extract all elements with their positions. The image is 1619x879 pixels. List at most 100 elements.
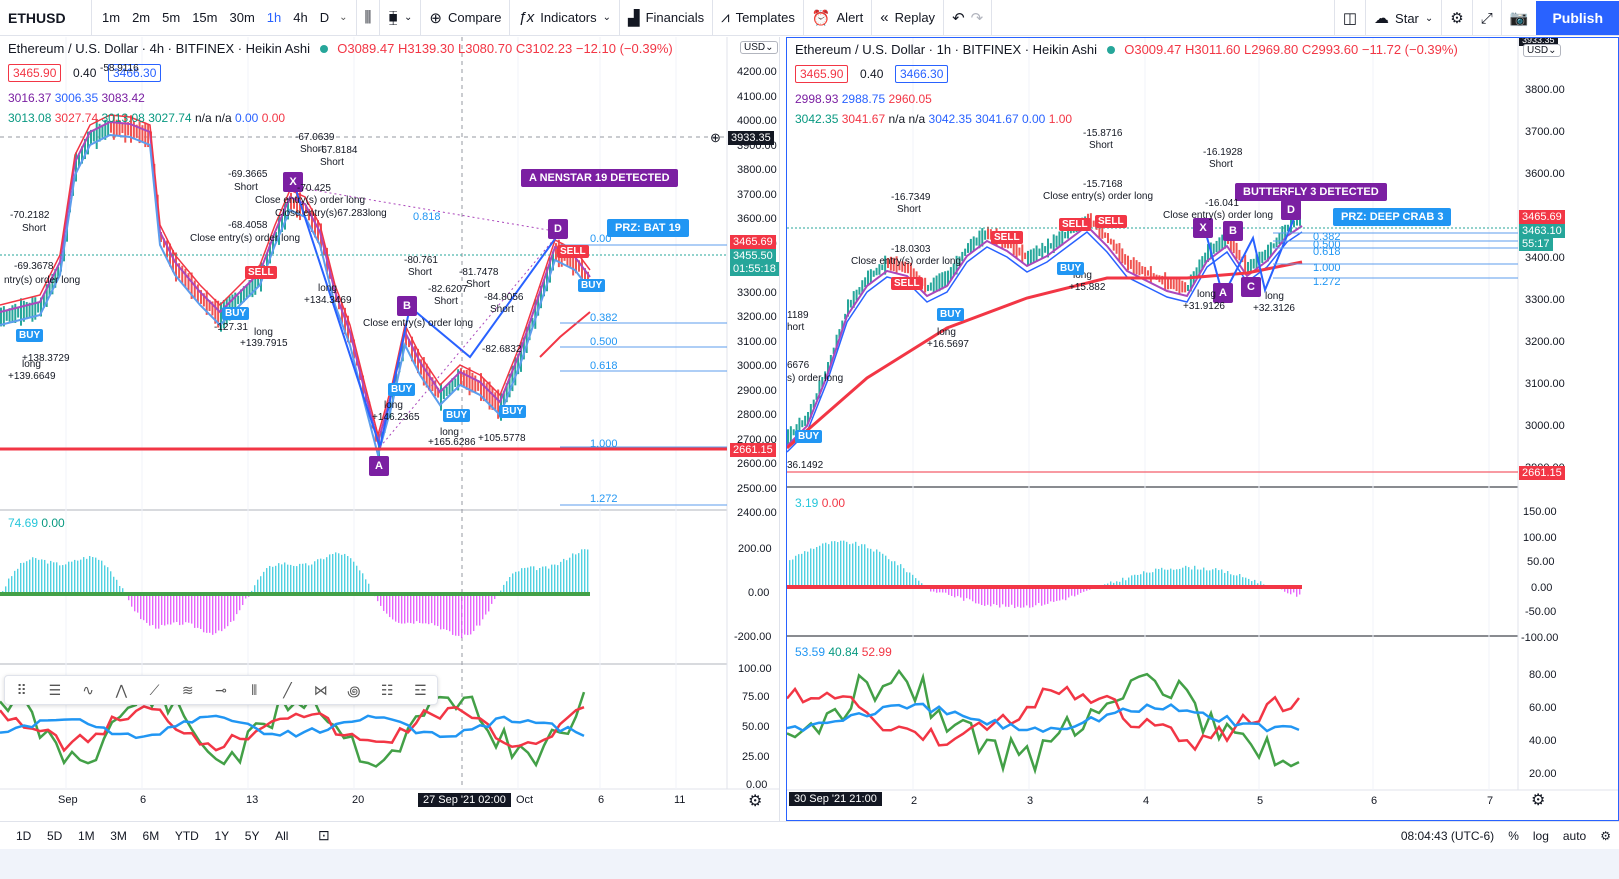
candle (815, 393, 818, 400)
right-buy-price[interactable]: 3466.30 (895, 65, 949, 83)
histogram-bar (825, 542, 827, 587)
log-toggle[interactable]: log (1532, 828, 1549, 843)
fullscreen-button[interactable]: ⤢ (1471, 0, 1501, 36)
symbol-search[interactable]: ETHUSD (0, 0, 92, 36)
histogram-bar (146, 594, 148, 623)
candle (31, 296, 34, 322)
histogram-bar (434, 594, 436, 626)
percent-toggle[interactable]: % (1508, 828, 1519, 843)
candle (1169, 278, 1172, 289)
alert-button[interactable]: ⏰ Alert (804, 0, 873, 36)
histogram-bar (485, 594, 487, 615)
candle (1152, 273, 1155, 279)
tf-1m[interactable]: 1m (102, 9, 121, 25)
replay-button[interactable]: « Replay (872, 0, 945, 36)
range-1Y[interactable]: 1Y (214, 829, 230, 843)
right-chart-pane[interactable]: Ethereum / U.S. Dollar · 1h · BITFINEX ·… (786, 37, 1619, 821)
range-1M[interactable]: 1M (77, 829, 95, 843)
left-chart-canvas[interactable] (0, 37, 780, 821)
histogram-bar (963, 587, 965, 601)
range-YTD[interactable]: YTD (174, 829, 199, 843)
histogram-bar (1290, 587, 1292, 595)
left-sell-price[interactable]: 3465.90 (8, 64, 62, 82)
vertical-lines-icon[interactable]: ⦀ (251, 681, 258, 698)
fib-icon[interactable]: ☷ (380, 681, 394, 698)
candle (875, 267, 878, 276)
chart-type-candles-button[interactable]: ⧯ ⌄ (380, 0, 422, 36)
drag-handle-icon[interactable]: ⠿ (16, 681, 27, 698)
range-3M[interactable]: 3M (110, 829, 127, 843)
right-currency-selector[interactable]: USD⌄ (1523, 44, 1561, 57)
ind2-v7: 0.00 (235, 111, 259, 125)
left-buy-price[interactable]: 3466.30 (108, 64, 162, 82)
left-axis-settings-icon[interactable]: ⚙ (748, 793, 763, 810)
tf-2m[interactable]: 2m (132, 9, 151, 25)
right-sell-price[interactable]: 3465.90 (795, 65, 849, 83)
tf-15m[interactable]: 15m (192, 9, 218, 25)
tf-4h[interactable]: 4h (293, 9, 308, 25)
financials-button[interactable]: ▟ Financials (620, 0, 714, 36)
fib-ext-icon[interactable]: ☲ (414, 681, 427, 698)
ray-icon[interactable]: ╱ (283, 681, 292, 698)
settings-gear-icon[interactable]: ⚙ (1600, 828, 1611, 843)
wave-15-icon[interactable]: ∿ (82, 681, 94, 698)
left-chart-pane[interactable]: Ethereum / U.S. Dollar · 4h · BITFINEX ·… (0, 37, 780, 821)
settings-button[interactable]: ⚙ (1441, 0, 1471, 36)
range-All[interactable]: All (275, 829, 289, 843)
horizontal-ray-icon[interactable]: ⊸ (215, 681, 227, 698)
trend-line-icon[interactable]: ⟋ (149, 681, 160, 698)
templates-button[interactable]: ⩘ Templates (713, 0, 804, 36)
layout-button[interactable]: ◫ (1333, 0, 1365, 36)
candle (2, 306, 5, 327)
candle (514, 357, 517, 386)
range-6M[interactable]: 6M (142, 829, 160, 843)
histogram-bar (1296, 587, 1298, 597)
annotation: ntry(s) order long (4, 275, 81, 286)
indicators-button[interactable]: ƒx Indicators ⌄ (510, 0, 621, 36)
channel-icon[interactable]: ≋ (181, 681, 194, 698)
chevron-down-icon[interactable]: ⌄ (339, 11, 348, 23)
candle (305, 204, 307, 214)
tf-1h[interactable]: 1h (266, 9, 282, 25)
tf-30m[interactable]: 30m (229, 9, 255, 25)
compare-button[interactable]: ⊕ Compare (421, 0, 511, 36)
ind2-v6: n/a (214, 111, 232, 125)
publish-button[interactable]: Publish (1536, 1, 1619, 35)
osc-tick-label: 80.00 (1529, 669, 1557, 681)
right-axis-settings-icon[interactable]: ⚙ (1531, 792, 1546, 809)
histogram-bar (1035, 587, 1037, 606)
histogram-bar (482, 594, 484, 620)
annotation: Short (466, 279, 490, 290)
redo-icon[interactable]: ↷ (970, 9, 984, 27)
histogram-bar (1143, 571, 1145, 587)
range-5D[interactable]: 5D (46, 829, 63, 843)
pattern-icon[interactable]: ⋈ (313, 681, 328, 698)
candle (569, 250, 572, 269)
candle (975, 237, 978, 246)
undo-icon[interactable]: ↶ (952, 9, 965, 27)
candle (887, 257, 889, 269)
add-alert-icon[interactable]: ⊕ (710, 130, 721, 145)
snapshot-button[interactable]: 📷 (1500, 0, 1537, 36)
chart-type-bars-button[interactable]: ⫼ (357, 0, 381, 36)
tf-D[interactable]: D (319, 9, 330, 25)
range-5Y[interactable]: 5Y (244, 829, 260, 843)
osc-tick-label: 0.00 (748, 587, 770, 599)
histogram-bar (389, 594, 391, 618)
right-chart-canvas[interactable] (787, 38, 1618, 820)
candle (1044, 246, 1047, 253)
left-currency-selector[interactable]: USD⌄ (740, 41, 778, 54)
range-1D[interactable]: 1D (16, 829, 32, 843)
spiral-icon[interactable]: ꩜ (347, 682, 361, 699)
auto-toggle[interactable]: auto (1562, 828, 1587, 843)
clock-label[interactable]: 08:04:43 (UTC-6) (1400, 828, 1495, 843)
star-button[interactable]: ☁ Star ⌄ (1365, 0, 1441, 36)
candle (132, 120, 135, 140)
lines-icon[interactable]: ☰ (48, 681, 62, 698)
wave-abc-icon[interactable]: ⋀ (115, 681, 128, 698)
tf-5m[interactable]: 5m (162, 9, 181, 25)
goto-date-icon[interactable]: ⊡ (318, 827, 330, 843)
right-last-price-tag: 3465.69 (1519, 210, 1565, 224)
right-open: O3009.47 (1124, 42, 1182, 57)
candle (405, 328, 407, 346)
